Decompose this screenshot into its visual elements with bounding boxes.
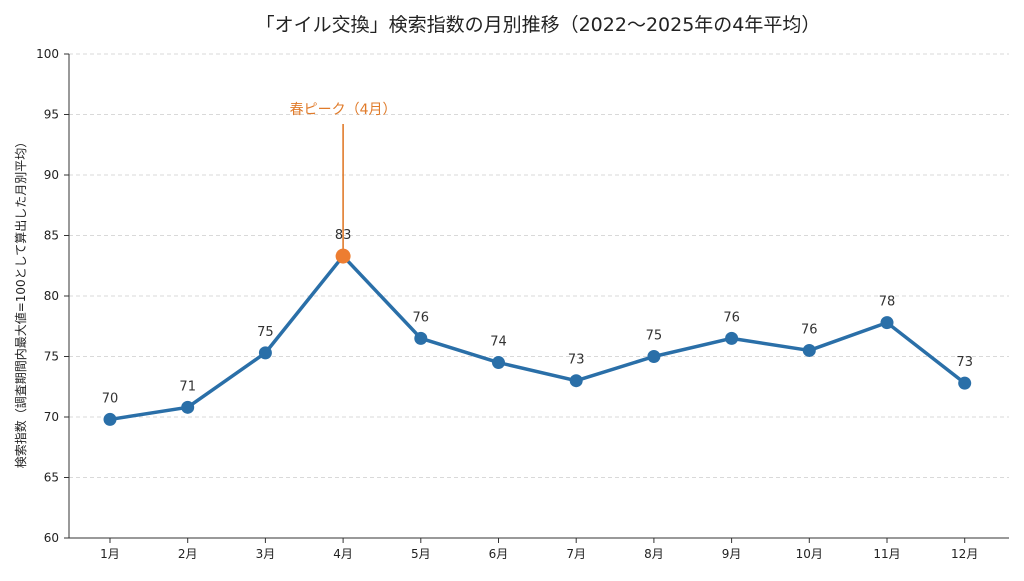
highlight-point xyxy=(335,248,351,264)
data-point xyxy=(569,374,583,388)
data-label: 83 xyxy=(335,228,352,243)
x-tick-label: 7月 xyxy=(566,547,586,561)
data-point xyxy=(103,412,117,426)
data-point xyxy=(958,376,972,390)
series-line xyxy=(109,254,966,422)
x-tick-label: 12月 xyxy=(951,547,978,561)
annotation-text: 春ピーク（4月） xyxy=(290,102,397,118)
y-tick-label: 100 xyxy=(36,47,59,61)
y-tick-label: 65 xyxy=(44,471,59,485)
y-tick-label: 60 xyxy=(44,531,59,545)
x-tick-label: 6月 xyxy=(489,547,509,561)
x-tick-label: 8月 xyxy=(644,547,664,561)
data-label: 75 xyxy=(257,325,274,340)
y-tick-label: 95 xyxy=(44,108,59,122)
data-point xyxy=(725,331,739,345)
y-tick-label: 90 xyxy=(44,168,59,182)
data-point xyxy=(802,343,816,357)
data-label: 74 xyxy=(490,335,507,350)
data-point xyxy=(181,400,195,414)
chart-title: 「オイル交換」検索指数の月別推移（2022〜2025年の4年平均） xyxy=(256,14,821,36)
x-ticks: 1月 2月 3月 4月 5月 6月 7月 8月 9月 10月 11月 12月 xyxy=(100,538,978,561)
data-labels: 70 71 75 83 76 74 73 75 76 76 78 73 xyxy=(102,228,973,406)
data-label: 76 xyxy=(801,322,818,337)
x-tick-label: 11月 xyxy=(873,547,900,561)
x-tick-label: 3月 xyxy=(256,547,276,561)
data-label: 71 xyxy=(179,379,196,394)
data-label: 70 xyxy=(102,391,119,406)
data-label: 73 xyxy=(568,353,585,368)
data-point xyxy=(647,350,661,363)
data-label: 76 xyxy=(723,310,740,325)
y-tick-label: 75 xyxy=(44,350,59,364)
data-point xyxy=(880,316,894,330)
x-tick-label: 5月 xyxy=(411,547,431,561)
y-tick-label: 70 xyxy=(44,410,59,424)
y-tick-label: 80 xyxy=(44,289,59,303)
gridlines xyxy=(69,53,1009,478)
annotation: 春ピーク（4月） xyxy=(290,102,397,257)
y-ticks: 60 65 70 75 80 85 90 95 100 xyxy=(36,47,69,545)
data-label: 73 xyxy=(956,355,973,370)
x-tick-label: 2月 xyxy=(178,547,198,561)
x-tick-label: 1月 xyxy=(100,547,120,561)
y-tick-label: 85 xyxy=(44,229,59,243)
data-point xyxy=(258,346,272,360)
series xyxy=(103,248,972,426)
data-point xyxy=(414,331,428,345)
x-tick-label: 9月 xyxy=(722,547,742,561)
x-tick-label: 4月 xyxy=(333,547,353,561)
y-axis-label: 検索指数（調査期間内最大値=100として算出した月別平均） xyxy=(13,136,28,469)
data-label: 78 xyxy=(879,295,896,310)
x-tick-label: 10月 xyxy=(796,547,823,561)
data-label: 76 xyxy=(413,310,430,325)
data-label: 75 xyxy=(646,329,663,344)
data-point xyxy=(492,356,505,370)
